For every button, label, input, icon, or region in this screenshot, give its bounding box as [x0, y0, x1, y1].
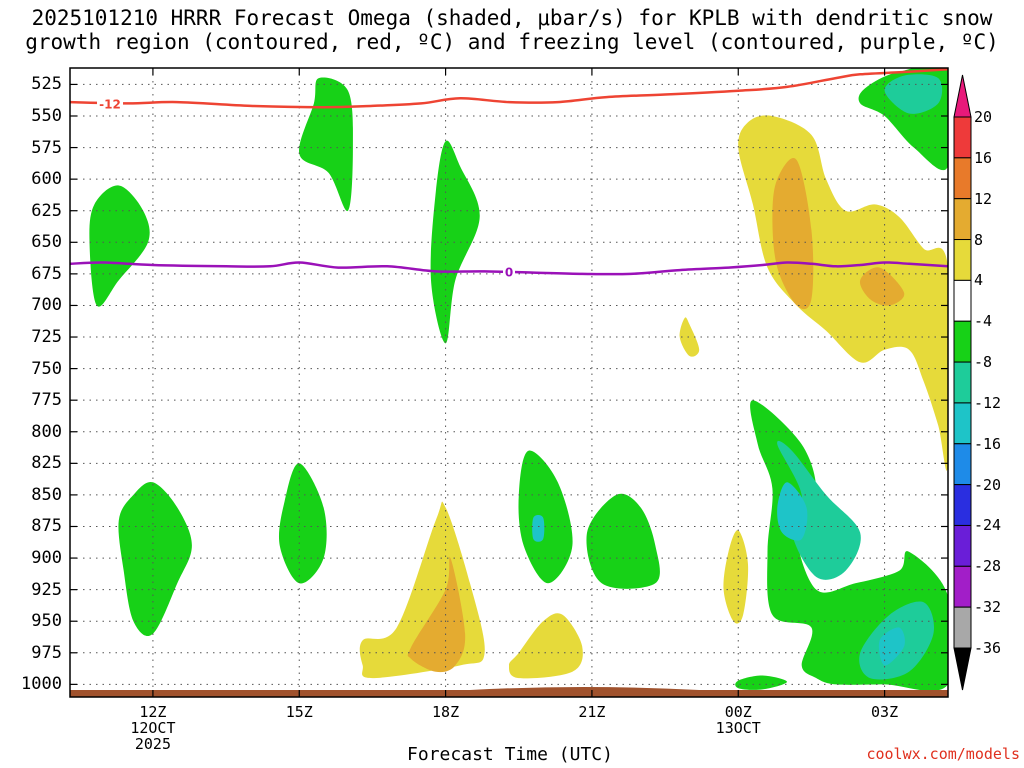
omega-region-8 — [777, 440, 861, 580]
omega-region-1 — [298, 77, 353, 212]
colorbar-bin-10 — [953, 524, 972, 567]
y-tick-label: 825 — [31, 453, 62, 474]
dendritic-contour-label: -12 — [99, 97, 121, 111]
omega-region-3 — [118, 481, 192, 637]
omega-region-15 — [735, 675, 787, 690]
colorbar-bottom-triangle — [953, 647, 972, 691]
colorbar-label: 16 — [974, 148, 993, 167]
colorbar-label: -24 — [974, 516, 1002, 535]
colorbar-bin-5 — [953, 320, 972, 363]
x-tick-label-label: 21Z — [578, 703, 606, 721]
y-tick-label: 850 — [31, 484, 62, 505]
colorbar-label: -36 — [974, 639, 1002, 657]
x-tick-label-label: 12Z — [139, 703, 167, 721]
ground-bump — [469, 687, 700, 690]
credit-link[interactable]: coolwx.com/models — [866, 745, 1020, 763]
y-tick-label: 800 — [31, 421, 62, 442]
colorbar-bin-6 — [953, 361, 972, 404]
omega-region-9 — [777, 482, 808, 541]
colorbar-label: -12 — [974, 393, 1002, 412]
y-tick-label: 650 — [31, 232, 62, 253]
contours — [70, 68, 948, 276]
y-tick-label: 775 — [31, 390, 62, 411]
freezing-level-line — [70, 261, 948, 276]
omega-region-0 — [89, 185, 150, 307]
y-tick-label: 625 — [31, 200, 62, 221]
colorbar-bin-4 — [953, 279, 972, 322]
colorbar-bin-1 — [953, 157, 972, 200]
ground-strip — [70, 690, 948, 697]
y-tick-label: 600 — [31, 169, 62, 190]
y-tick-label: 700 — [31, 295, 62, 316]
omega-region-6 — [586, 493, 660, 589]
omega-region-22 — [407, 556, 466, 673]
y-tick-label: 875 — [31, 516, 62, 537]
chart-title-line-2: growth region (contoured, red, ºC) and f… — [25, 30, 999, 54]
colorbar-bin-9 — [953, 484, 972, 526]
colorbar-label: -20 — [974, 475, 1002, 494]
freezing-label-bg — [503, 264, 515, 278]
omega-region-23 — [508, 613, 583, 679]
y-tick-label: 675 — [31, 263, 62, 284]
colorbar-bin-12 — [953, 606, 972, 649]
colorbar-label: 12 — [974, 189, 993, 208]
omega-region-12 — [532, 514, 545, 542]
omega-region-4 — [278, 463, 327, 584]
y-tick-label: 975 — [31, 642, 62, 663]
y-tick-label: 525 — [31, 74, 62, 95]
dendritic-label-bg — [97, 96, 124, 110]
x-tick-label-sub2: 2025 — [134, 735, 171, 753]
colorbar-label: -32 — [974, 598, 1002, 617]
x-tick-label-label: 03Z — [871, 703, 899, 721]
colorbar-label: 20 — [974, 108, 993, 126]
plot-frame — [69, 67, 949, 698]
y-tick-label: 1000 — [21, 674, 62, 695]
y-tick-label: 725 — [31, 327, 62, 348]
y-tick-label: 550 — [31, 105, 62, 126]
omega-region-14 — [884, 74, 943, 114]
y-tick-label: 750 — [31, 358, 62, 379]
colorbar-top-triangle — [953, 74, 972, 118]
colorbar-bin-11 — [953, 565, 972, 608]
omega-region-18 — [859, 267, 905, 306]
y-tick-label: 950 — [31, 611, 62, 632]
colorbar-bin-8 — [953, 443, 972, 486]
colorbar-bin-7 — [953, 402, 972, 445]
y-tick-label: 575 — [31, 137, 62, 158]
x-tick-label-label: 18Z — [432, 703, 460, 721]
y-tick-label: 925 — [31, 579, 62, 600]
x-tick-label-sub1: 12OCT — [130, 719, 176, 737]
x-tick-label-label: 15Z — [285, 703, 313, 721]
tick-marks — [70, 68, 948, 697]
colorbar-bin-3 — [953, 239, 972, 281]
omega-region-5 — [518, 450, 573, 584]
omega-region-2 — [430, 140, 480, 344]
grid — [70, 68, 948, 697]
freezing-level-label: 0 — [505, 265, 513, 279]
chart-title-line-1: 2025101210 HRRR Forecast Omega (shaded, … — [31, 6, 993, 30]
omega-shading — [89, 68, 948, 691]
chart-title: 2025101210 HRRR Forecast Omega (shaded, … — [0, 6, 1024, 54]
colorbar-label: -28 — [974, 557, 1002, 576]
x-tick-label-label: 00Z — [724, 703, 752, 721]
omega-region-20 — [723, 530, 749, 624]
colorbar-label: 4 — [974, 271, 984, 290]
colorbar-label: -4 — [974, 312, 993, 331]
colorbar-label: 8 — [974, 230, 984, 249]
colorbar-label: -8 — [974, 353, 993, 372]
dendritic-contour-line — [70, 68, 948, 109]
colorbar — [953, 74, 972, 691]
omega-region-19 — [679, 317, 700, 357]
omega-region-11 — [878, 627, 905, 666]
x-tick-label-sub1: 13OCT — [715, 719, 761, 737]
omega-region-17 — [772, 158, 814, 310]
colorbar-label: -16 — [974, 434, 1002, 453]
colorbar-bin-2 — [953, 198, 972, 241]
x-axis-title: Forecast Time (UTC) — [407, 744, 613, 765]
y-tick-label: 900 — [31, 548, 62, 569]
colorbar-bin-0 — [953, 116, 972, 159]
